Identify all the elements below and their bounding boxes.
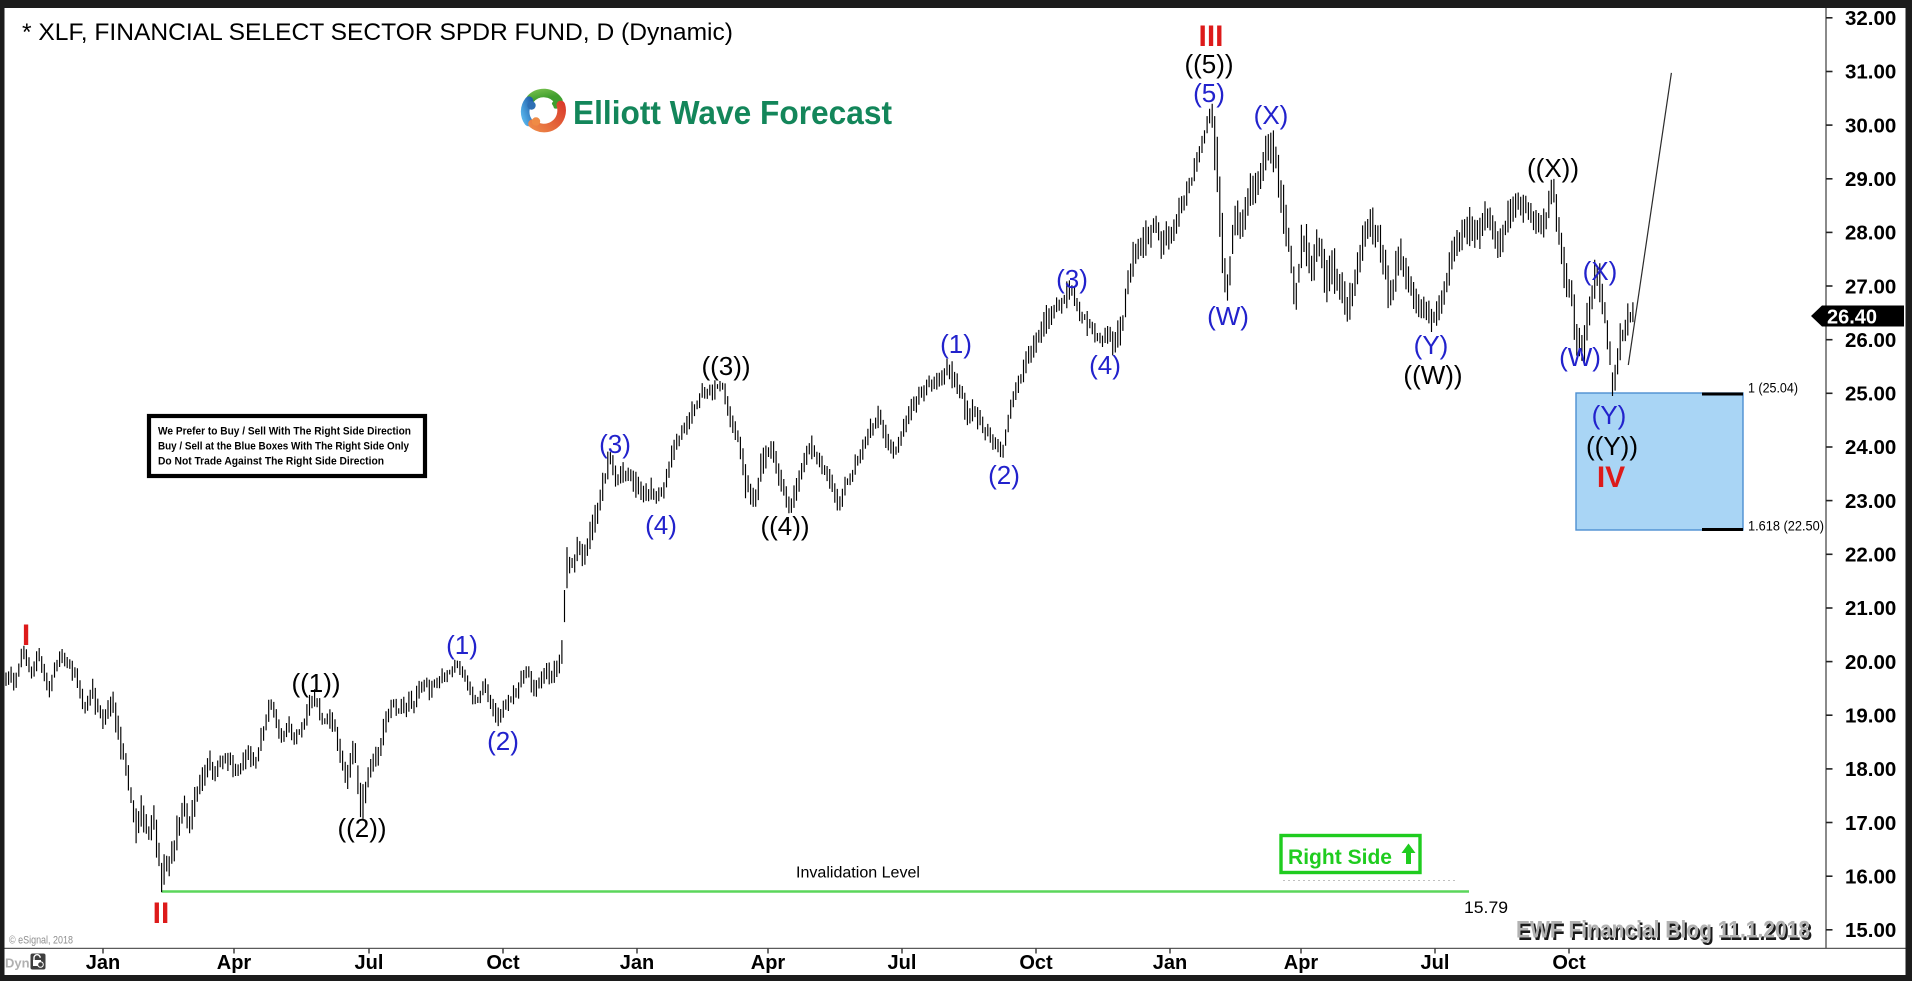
svg-text:19.00: 19.00 [1845,704,1896,727]
svg-text:(2): (2) [988,460,1020,490]
svg-text:32.00: 32.00 [1845,7,1896,30]
svg-text:Oct: Oct [1552,952,1586,974]
svg-text:(X): (X) [1254,100,1289,130]
svg-text:20.00: 20.00 [1845,651,1896,674]
svg-text:17.00: 17.00 [1845,812,1896,835]
svg-text:(X): (X) [1583,256,1618,286]
svg-text:15.00: 15.00 [1845,919,1896,942]
svg-text:((1)): ((1)) [291,668,340,698]
svg-text:29.00: 29.00 [1845,168,1896,191]
svg-text:(1): (1) [940,329,972,359]
svg-text:Elliott Wave Forecast: Elliott Wave Forecast [573,94,892,131]
svg-text:((Y)): ((Y)) [1586,431,1638,461]
svg-text:21.00: 21.00 [1845,597,1896,620]
svg-text:(4): (4) [1089,350,1121,380]
svg-text:I: I [22,619,30,652]
svg-text:(Y): (Y) [1592,400,1627,430]
svg-text:1 (25.04): 1 (25.04) [1748,381,1798,396]
svg-text:Jul: Jul [355,952,384,974]
svg-text:25.00: 25.00 [1845,383,1896,406]
svg-text:((3)): ((3)) [701,351,750,381]
svg-text:* XLF, FINANCIAL SELECT SECTOR: * XLF, FINANCIAL SELECT SECTOR SPDR FUND… [22,19,733,46]
svg-text:EWF Financial Blog 11.1.2018: EWF Financial Blog 11.1.2018 [1518,919,1812,946]
svg-text:IV: IV [1597,461,1625,494]
svg-text:26.40: 26.40 [1827,307,1877,329]
svg-text:(1): (1) [446,630,478,660]
svg-text:(2): (2) [487,726,519,756]
svg-text:22.00: 22.00 [1845,544,1896,567]
svg-text:((4)): ((4)) [760,511,809,541]
svg-text:© eSignal, 2018: © eSignal, 2018 [9,935,73,947]
svg-text:Jan: Jan [620,952,654,974]
svg-text:Jul: Jul [1421,952,1450,974]
svg-text:(Y): (Y) [1414,330,1449,360]
svg-text:((5)): ((5)) [1184,49,1233,79]
svg-text:16.00: 16.00 [1845,865,1896,888]
svg-text:((W)): ((W)) [1403,360,1462,390]
svg-text:23.00: 23.00 [1845,490,1896,513]
svg-text:(W): (W) [1559,342,1601,372]
svg-text:((X)): ((X)) [1527,153,1579,183]
svg-text:18.00: 18.00 [1845,758,1896,781]
svg-text:1.618 (22.50): 1.618 (22.50) [1748,519,1824,534]
svg-text:We Prefer to Buy / Sell With T: We Prefer to Buy / Sell With The Right S… [158,426,411,438]
svg-text:EWF Financial Blog 11.1.2018: EWF Financial Blog 11.1.2018 [1516,917,1810,944]
svg-text:Apr: Apr [217,952,252,974]
svg-text:Buy / Sell at the Blue Boxes W: Buy / Sell at the Blue Boxes With The Ri… [158,441,410,453]
svg-text:(W): (W) [1207,301,1249,331]
svg-text:26.00: 26.00 [1845,329,1896,352]
svg-text:31.00: 31.00 [1845,61,1896,84]
svg-text:Jan: Jan [86,952,120,974]
svg-text:24.00: 24.00 [1845,436,1896,459]
svg-text:Right Side: Right Side [1288,845,1392,869]
svg-text:(5): (5) [1193,78,1225,108]
svg-text:30.00: 30.00 [1845,114,1896,137]
svg-text:II: II [153,897,170,930]
svg-text:Apr: Apr [1284,952,1319,974]
svg-text:Jul: Jul [888,952,917,974]
svg-text:28.00: 28.00 [1845,222,1896,245]
svg-text:Oct: Oct [486,952,520,974]
svg-text:(3): (3) [1056,264,1088,294]
svg-text:15.79: 15.79 [1464,899,1508,917]
svg-text:Oct: Oct [1019,952,1053,974]
svg-text:27.00: 27.00 [1845,275,1896,298]
svg-text:III: III [1198,20,1223,53]
svg-text:((2)): ((2)) [337,813,386,843]
svg-text:(4): (4) [645,510,677,540]
svg-text:Apr: Apr [751,952,786,974]
svg-text:Dyn: Dyn [5,956,30,971]
svg-text:Jan: Jan [1153,952,1187,974]
svg-text:(3): (3) [599,429,631,459]
svg-text:Do Not Trade Against The Right: Do Not Trade Against The Right Side Dire… [158,456,384,468]
svg-text:Invalidation Level: Invalidation Level [796,865,920,882]
